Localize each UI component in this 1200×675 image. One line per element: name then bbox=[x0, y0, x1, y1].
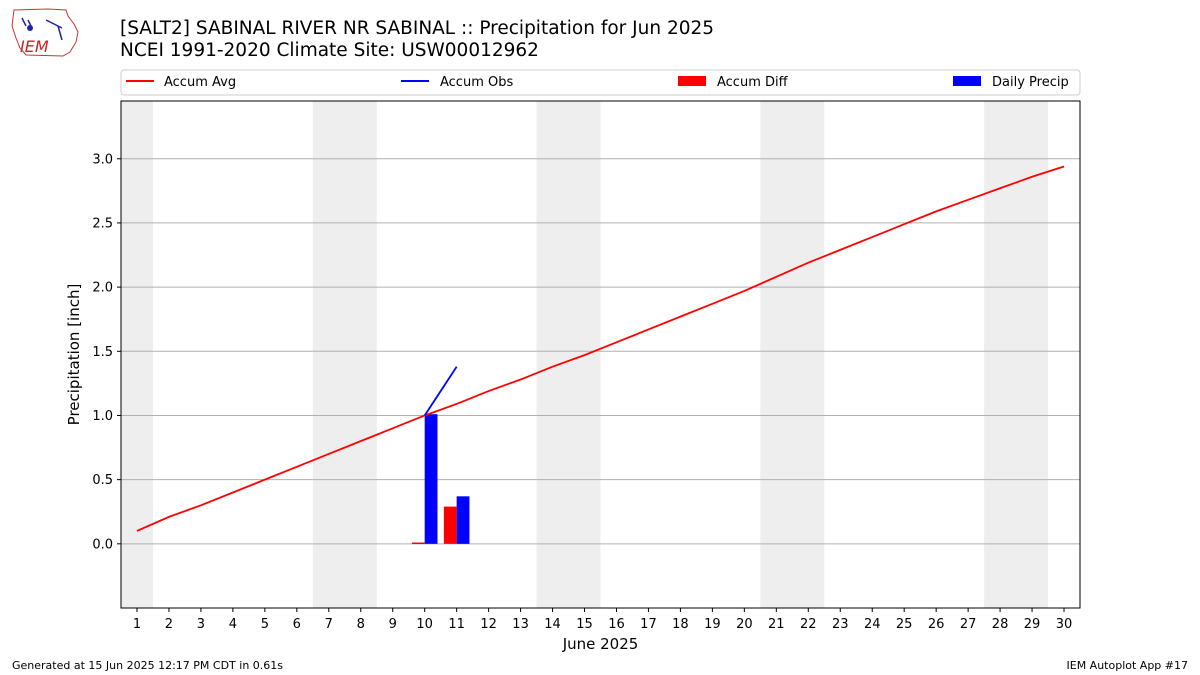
x-tick-label: 11 bbox=[448, 617, 465, 632]
x-axis-label: June 2025 bbox=[562, 635, 639, 653]
x-tick-label: 8 bbox=[357, 617, 365, 632]
legend-handle-bar bbox=[953, 76, 981, 86]
iem-logo: IEM bbox=[11, 8, 79, 57]
y-tick-label: 3.0 bbox=[92, 152, 113, 167]
accum-obs-line bbox=[423, 366, 458, 416]
x-tick-label: 21 bbox=[768, 617, 785, 632]
x-tick-label: 16 bbox=[608, 617, 625, 632]
chart-title: [SALT2] SABINAL RIVER NR SABINAL :: Prec… bbox=[120, 18, 714, 62]
accum-avg-line bbox=[136, 165, 1065, 532]
daily-precip-bar bbox=[456, 496, 470, 544]
title-line-1: [SALT2] SABINAL RIVER NR SABINAL :: Prec… bbox=[120, 18, 715, 39]
iowa-outline-icon bbox=[11, 8, 79, 57]
logo-text: IEM bbox=[20, 37, 49, 56]
accum-diff-bar bbox=[411, 542, 425, 545]
x-tick-label: 3 bbox=[197, 617, 205, 632]
x-tick-label: 12 bbox=[480, 617, 497, 632]
x-tick-label: 18 bbox=[672, 617, 689, 632]
x-tick-label: 28 bbox=[992, 617, 1009, 632]
x-tick-label: 13 bbox=[512, 617, 529, 632]
legend: Accum Avg Accum Obs Accum Diff Daily Precip bbox=[120, 69, 1081, 96]
x-tick-label: 15 bbox=[576, 617, 593, 632]
legend-label: Accum Diff bbox=[717, 75, 789, 90]
x-tick-label: 2 bbox=[165, 617, 173, 632]
daily-precip-bar bbox=[424, 414, 438, 544]
y-tick-label: 2.0 bbox=[92, 281, 113, 296]
title-line-2: NCEI 1991-2020 Climate Site: USW00012962 bbox=[120, 40, 539, 61]
plot-frame bbox=[120, 100, 1081, 609]
weather-station-icon bbox=[21, 17, 63, 41]
y-tick-label: 1.0 bbox=[92, 409, 113, 424]
legend-box bbox=[120, 69, 1081, 96]
x-tick-label: 26 bbox=[928, 617, 945, 632]
legend-label: Accum Obs bbox=[440, 75, 513, 90]
weekend-shade bbox=[536, 101, 601, 608]
legend-label: Daily Precip bbox=[992, 75, 1069, 90]
weekend-shade bbox=[984, 101, 1049, 608]
x-tick-label: 6 bbox=[293, 617, 301, 632]
x-tick-label: 10 bbox=[416, 617, 433, 632]
x-tick-label: 29 bbox=[1024, 617, 1041, 632]
x-tick-label: 20 bbox=[736, 617, 753, 632]
y-tick-label: 2.5 bbox=[92, 216, 113, 231]
generated-timestamp: Generated at 15 Jun 2025 12:17 PM CDT in… bbox=[12, 659, 284, 672]
x-tick-label: 24 bbox=[864, 617, 881, 632]
x-tick-label: 22 bbox=[800, 617, 817, 632]
x-tick-label: 23 bbox=[832, 617, 849, 632]
y-tick-label: 0.5 bbox=[92, 473, 113, 488]
x-tick-label: 27 bbox=[960, 617, 977, 632]
weekend-shade bbox=[121, 101, 153, 608]
x-tick-label: 19 bbox=[704, 617, 721, 632]
x-tick-label: 30 bbox=[1056, 617, 1073, 632]
weekend-shade bbox=[760, 101, 825, 608]
y-tick-label: 1.5 bbox=[92, 345, 113, 360]
app-label: IEM Autoplot App #17 bbox=[1066, 659, 1189, 672]
x-tick-label: 9 bbox=[389, 617, 397, 632]
x-tick-label: 25 bbox=[896, 617, 913, 632]
x-tick-label: 1 bbox=[133, 617, 141, 632]
legend-label: Accum Avg bbox=[164, 75, 236, 90]
anemometer-icon bbox=[27, 25, 33, 31]
x-tick-label: 14 bbox=[544, 617, 561, 632]
x-tick-label: 5 bbox=[261, 617, 269, 632]
x-tick-label: 4 bbox=[229, 617, 237, 632]
x-tick-label: 7 bbox=[325, 617, 333, 632]
y-axis-label: Precipitation [inch] bbox=[65, 284, 83, 426]
x-tick-label: 17 bbox=[640, 617, 657, 632]
legend-handle-bar bbox=[678, 76, 706, 86]
y-tick-label: 0.0 bbox=[92, 537, 113, 552]
weekend-shade bbox=[312, 101, 377, 608]
accum-diff-bar bbox=[443, 506, 457, 544]
